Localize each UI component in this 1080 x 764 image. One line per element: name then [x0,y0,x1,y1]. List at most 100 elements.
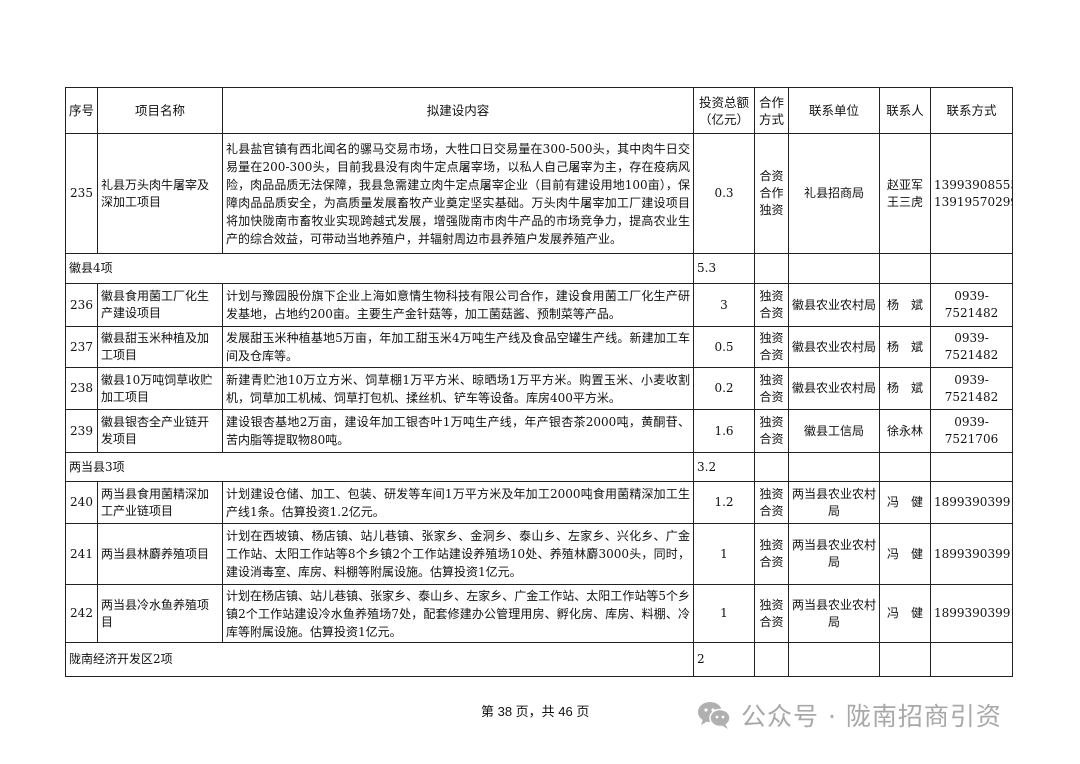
project-content: 建设银杏基地2万亩，建设年加工银杏叶1万吨生产线，年产银杏茶2000吨，黄酮苷、… [222,409,694,453]
contact-unit: 礼县招商局 [788,133,880,254]
contact-person: 杨 斌 [879,283,931,327]
table-row: 241 两当县林麝养殖项目 计划在西坡镇、杨店镇、站儿巷镇、张家乡、金洞乡、泰山… [65,523,1013,585]
contact-person: 杨 斌 [879,367,931,410]
contact-person: 冯 健 [879,584,931,643]
contact-unit: 徽县农业农村局 [788,367,880,410]
watermark: 公众号 · 陇南招商引资 [697,697,1002,733]
table-header: 序号 项目名称 拟建设内容 投资总额（亿元） 合作方式 联系单位 联系人 联系方… [65,87,1013,134]
cooperation-mode: 独资合资 [754,584,789,643]
project-name: 徽县银杏全产业链开发项目 [97,409,223,453]
header-content: 拟建设内容 [222,87,694,134]
project-name: 礼县万头肉牛屠宰及深加工项目 [97,133,223,254]
project-content: 计划建设仓储、加工、包装、研发等车间1万平方米及年加工2000吨食用菌精深加工生… [222,481,694,524]
contact-unit: 两当县农业农村局 [788,523,880,585]
project-name: 徽县甜玉米种植及加工项目 [97,326,223,368]
header-person: 联系人 [879,87,931,134]
header-unit: 联系单位 [788,87,880,134]
contact-unit: 徽县农业农村局 [788,326,880,368]
contact-phone: 0939-7521482 [930,367,1013,410]
cooperation-mode: 独资合资 [754,283,789,327]
investment-amount: 1 [693,584,755,643]
project-content: 新建青贮池10万立方米、饲草棚1万平方米、晾晒场1万平方米。购置玉米、小麦收割机… [222,367,694,410]
group-label: 两当县3项 [65,452,694,482]
contact-phone: 0939-7521706 [930,409,1013,453]
wechat-icon [698,702,731,729]
header-mode: 合作方式 [754,87,789,134]
row-no: 241 [65,523,98,585]
empty-cell [879,253,931,284]
group-label: 徽县4项 [65,253,694,284]
table-row: 237 徽县甜玉米种植及加工项目 发展甜玉米种植基地5万亩，年加工甜玉米4万吨生… [65,326,1013,368]
cooperation-mode: 独资合资 [754,409,789,453]
watermark-text: 公众号 · 陇南招商引资 [741,702,1002,731]
project-content: 发展甜玉米种植基地5万亩，年加工甜玉米4万吨生产线及食品空罐生产线。新建加工车间… [222,326,694,368]
investment-amount: 1.6 [693,409,755,453]
row-no: 240 [65,481,98,524]
header-phone: 联系方式 [930,87,1013,134]
empty-cell [754,642,789,677]
empty-cell [879,642,931,677]
cooperation-mode: 独资合资 [754,367,789,410]
empty-cell [930,253,1013,284]
row-no: 236 [65,283,98,327]
group-amount: 2 [693,642,755,677]
investment-amount: 1.2 [693,481,755,524]
empty-cell [930,642,1013,677]
cooperation-mode: 独资合资 [754,523,789,585]
cooperation-mode: 独资合资 [754,481,789,524]
table-row: 236 徽县食用菌工厂化生产建设项目 计划与豫园股份旗下企业上海如意情生物科技有… [65,283,1013,327]
group-row: 徽县4项 5.3 [65,253,1013,284]
project-content: 计划在杨店镇、站儿巷镇、张家乡、泰山乡、左家乡、广金工作站、太阳工作站等5个乡镇… [222,584,694,643]
contact-person: 赵亚军 王三虎 [879,133,931,254]
contact-unit: 徽县工信局 [788,409,880,453]
project-name: 两当县冷水鱼养殖项目 [97,584,223,643]
contact-person: 冯 健 [879,481,931,524]
cooperation-mode: 合资合作独资 [754,133,789,254]
project-name: 徽县食用菌工厂化生产建设项目 [97,283,223,327]
header-name: 项目名称 [97,87,223,134]
contact-phone: 18993903991 [930,584,1013,643]
contact-phone: 0939-7521482 [930,283,1013,327]
contact-person: 冯 健 [879,523,931,585]
contact-phone: 13993908555 13919570299 [930,133,1013,254]
group-row: 两当县3项 3.2 [65,452,1013,482]
table-row: 235 礼县万头肉牛屠宰及深加工项目 礼县盐官镇有西北闻名的骡马交易市场，大牲口… [65,133,1013,254]
group-label: 陇南经济开发区2项 [65,642,694,677]
contact-phone: 18993903991 [930,481,1013,524]
empty-cell [788,452,880,482]
group-row: 陇南经济开发区2项 2 [65,642,1013,677]
table-row: 240 两当县食用菌精深加工产业链项目 计划建设仓储、加工、包装、研发等车间1万… [65,481,1013,524]
contact-phone: 18993903991 [930,523,1013,585]
empty-cell [788,642,880,677]
project-table: 序号 项目名称 拟建设内容 投资总额（亿元） 合作方式 联系单位 联系人 联系方… [65,87,1013,677]
project-content: 计划与豫园股份旗下企业上海如意情生物科技有限公司合作，建设食用菌工厂化生产研发基… [222,283,694,327]
contact-person: 杨 斌 [879,326,931,368]
project-name: 两当县林麝养殖项目 [97,523,223,585]
cooperation-mode: 独资合资 [754,326,789,368]
header-no: 序号 [65,87,98,134]
group-amount: 5.3 [693,253,755,284]
table-row: 239 徽县银杏全产业链开发项目 建设银杏基地2万亩，建设年加工银杏叶1万吨生产… [65,409,1013,453]
project-content: 计划在西坡镇、杨店镇、站儿巷镇、张家乡、金洞乡、泰山乡、左家乡、兴化乡、广金工作… [222,523,694,585]
project-name: 两当县食用菌精深加工产业链项目 [97,481,223,524]
header-amount: 投资总额（亿元） [693,87,755,134]
contact-person: 徐永林 [879,409,931,453]
empty-cell [930,452,1013,482]
page-number: 第 38 页，共 46 页 [481,704,590,719]
investment-amount: 0.5 [693,326,755,368]
row-no: 239 [65,409,98,453]
investment-amount: 1 [693,523,755,585]
investment-amount: 0.2 [693,367,755,410]
contact-phone: 0939-7521482 [930,326,1013,368]
row-no: 242 [65,584,98,643]
group-amount: 3.2 [693,452,755,482]
investment-amount: 0.3 [693,133,755,254]
empty-cell [788,253,880,284]
table-row: 238 徽县10万吨饲草收贮加工项目 新建青贮池10万立方米、饲草棚1万平方米、… [65,367,1013,410]
row-no: 238 [65,367,98,410]
contact-unit: 徽县农业农村局 [788,283,880,327]
contact-unit: 两当县农业农村局 [788,481,880,524]
project-name: 徽县10万吨饲草收贮加工项目 [97,367,223,410]
empty-cell [754,253,789,284]
investment-amount: 3 [693,283,755,327]
